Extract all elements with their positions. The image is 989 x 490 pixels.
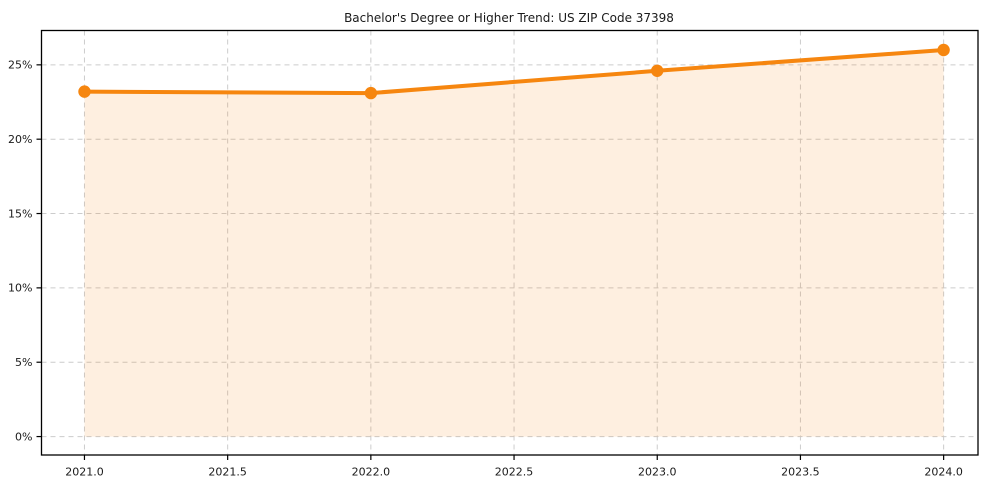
x-tick-label: 2023.5	[781, 466, 820, 479]
y-tick-label: 10%	[8, 282, 32, 295]
y-tick-label: 20%	[8, 133, 32, 146]
axes-layer: 0% 5% 10% 15% 20% 25% 2021.0 2021.5 2022.0 2022.5…	[8, 29, 979, 479]
series-layer	[78, 43, 950, 437]
chart-title: Bachelor's Degree or Higher Trend: US ZI…	[344, 11, 674, 25]
x-tick-label: 2022.0	[352, 466, 391, 479]
data-point-marker	[937, 43, 950, 57]
y-tick-label: 5%	[15, 356, 32, 369]
x-tick-label: 2021.5	[208, 466, 247, 479]
data-point-marker	[651, 64, 664, 78]
y-tick-label: 15%	[8, 207, 32, 220]
x-tick-label: 2023.0	[638, 466, 677, 479]
x-tick-label: 2022.5	[495, 466, 534, 479]
x-tick-label: 2021.0	[65, 466, 104, 479]
y-tick-label: 25%	[8, 59, 32, 72]
data-point-marker	[364, 86, 378, 100]
axes-border	[40, 29, 979, 456]
trend-line	[82, 48, 946, 96]
y-tick-label: 0%	[15, 430, 32, 443]
data-point-marker	[78, 85, 91, 98]
grid-layer	[41, 30, 978, 455]
x-tick-label: 2024.0	[924, 466, 963, 479]
area-fill	[84, 50, 944, 437]
